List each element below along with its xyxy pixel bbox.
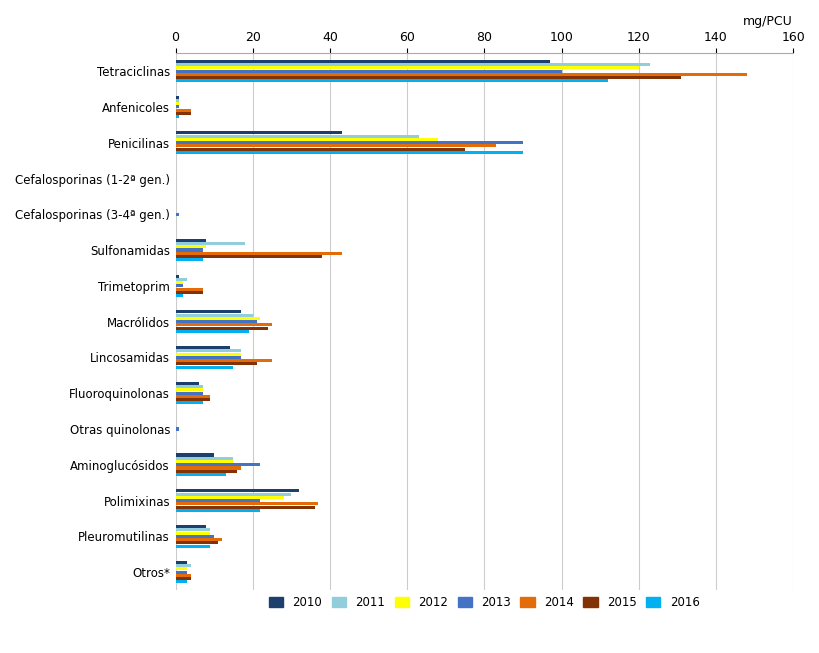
Bar [175, 574, 191, 577]
Bar [175, 112, 191, 115]
Bar [175, 366, 233, 369]
Bar [175, 505, 314, 509]
Bar [175, 108, 191, 112]
Bar [175, 76, 681, 79]
Bar [175, 499, 260, 502]
Bar [175, 213, 179, 215]
Bar [175, 545, 210, 548]
Bar [175, 349, 241, 353]
Bar [175, 255, 322, 258]
Bar [175, 323, 272, 326]
Bar [175, 453, 214, 456]
Bar [175, 470, 237, 473]
Bar [175, 144, 495, 148]
Bar [175, 385, 202, 389]
Legend: 2010, 2011, 2012, 2013, 2014, 2015, 2016: 2010, 2011, 2012, 2013, 2014, 2015, 2016 [264, 592, 704, 614]
Bar [175, 151, 523, 154]
Bar [175, 274, 179, 278]
Bar [175, 492, 291, 496]
Bar [175, 70, 561, 72]
Bar [175, 561, 187, 564]
Bar [175, 95, 179, 99]
Bar [175, 502, 318, 505]
Bar [175, 571, 187, 574]
Bar [175, 532, 210, 535]
Bar [175, 105, 179, 108]
Bar [175, 466, 241, 470]
Bar [175, 317, 260, 320]
X-axis label: mg/PCU: mg/PCU [743, 15, 792, 28]
Bar [175, 460, 233, 463]
Bar [175, 252, 341, 255]
Bar [175, 528, 210, 532]
Bar [175, 581, 187, 583]
Bar [175, 67, 638, 69]
Bar [175, 249, 202, 251]
Bar [175, 395, 210, 398]
Bar [175, 135, 419, 138]
Bar [175, 294, 183, 297]
Bar [175, 60, 550, 63]
Bar [175, 291, 202, 294]
Bar [175, 463, 260, 466]
Bar [175, 72, 746, 76]
Bar [175, 567, 187, 571]
Bar [175, 509, 260, 512]
Bar [175, 278, 187, 281]
Bar [175, 287, 202, 291]
Bar [175, 535, 214, 538]
Bar [175, 525, 206, 528]
Bar [175, 577, 191, 581]
Bar [175, 564, 191, 567]
Bar [175, 284, 183, 287]
Bar [175, 330, 249, 333]
Bar [175, 326, 268, 330]
Bar [175, 398, 210, 401]
Bar [175, 281, 183, 284]
Bar [175, 428, 179, 430]
Bar [175, 239, 206, 242]
Bar [175, 382, 198, 385]
Bar [175, 356, 241, 359]
Bar [175, 138, 437, 141]
Bar [175, 102, 179, 105]
Bar [175, 359, 272, 362]
Bar [175, 310, 241, 313]
Bar [175, 496, 283, 499]
Bar [175, 346, 229, 349]
Bar [175, 99, 179, 102]
Bar [175, 131, 341, 135]
Bar [175, 115, 179, 118]
Bar [175, 79, 607, 82]
Bar [175, 362, 256, 366]
Bar [175, 489, 299, 492]
Bar [175, 246, 206, 248]
Bar [175, 473, 225, 476]
Bar [175, 389, 202, 392]
Bar [175, 541, 218, 545]
Bar [175, 63, 649, 66]
Bar [175, 148, 464, 151]
Bar [175, 392, 202, 395]
Bar [175, 141, 523, 144]
Bar [175, 456, 233, 460]
Bar [175, 538, 222, 541]
Bar [175, 258, 202, 261]
Bar [175, 353, 241, 356]
Bar [175, 320, 256, 323]
Bar [175, 402, 202, 404]
Bar [175, 242, 245, 245]
Bar [175, 313, 252, 317]
